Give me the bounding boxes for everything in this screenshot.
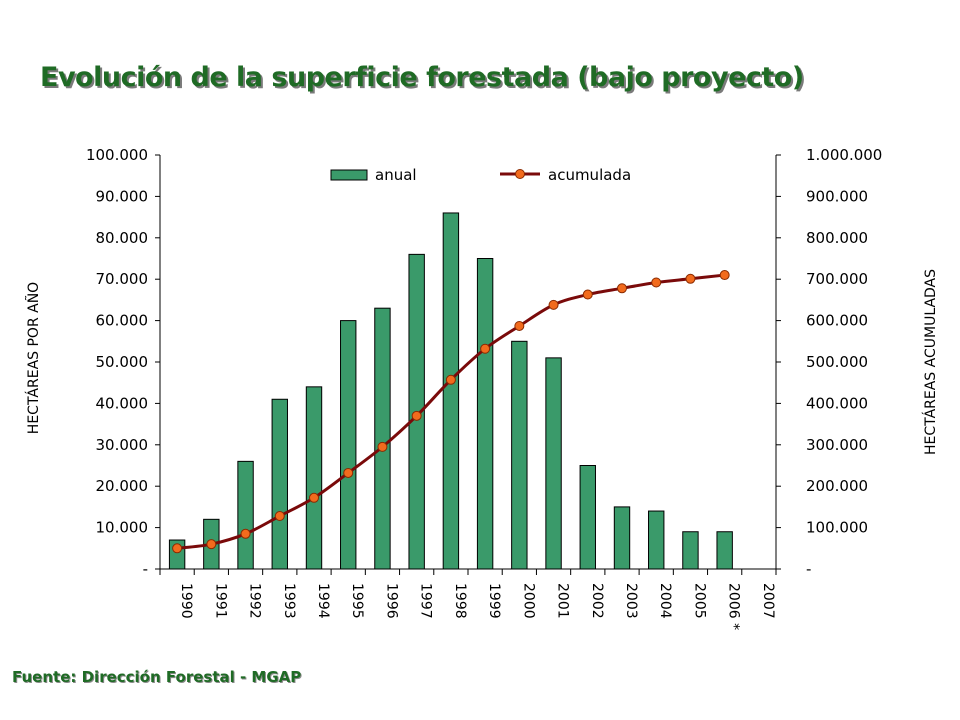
x-tick-label: 1994 xyxy=(315,583,331,619)
chart-title: Evolución de la superficie forestada (ba… xyxy=(40,62,804,93)
point-acumulada xyxy=(719,270,730,281)
bar-anual xyxy=(340,320,357,570)
point-acumulada xyxy=(480,343,491,354)
y-tick-label-left: 40.000 xyxy=(96,394,149,412)
y-tick-label-left: 50.000 xyxy=(96,353,149,371)
point-acumulada xyxy=(172,543,183,554)
x-tick-label: 2004 xyxy=(657,583,673,619)
x-tick-label: 2001 xyxy=(555,583,571,619)
y-tick-label-right: 500.000 xyxy=(806,353,868,371)
bar-anual xyxy=(716,531,733,570)
x-tick-label: 2005 xyxy=(691,583,707,619)
x-tick-label: 2000 xyxy=(520,583,536,619)
point-acumulada xyxy=(445,374,456,385)
y-tick-label-left: 90.000 xyxy=(96,187,149,205)
y-tick-label-left: 10.000 xyxy=(96,519,149,537)
x-tick-label: 1999 xyxy=(486,583,502,619)
y-tick-label-right: 800.000 xyxy=(806,229,868,247)
y-tick-label-left: 100.000 xyxy=(86,146,148,164)
legend-label-anual: anual xyxy=(375,166,417,184)
bar-anual xyxy=(613,506,631,570)
x-tick-label: 1997 xyxy=(418,583,434,619)
x-tick-label: 1991 xyxy=(212,583,228,619)
bar-anual xyxy=(374,307,391,570)
y-tick-label-right: 700.000 xyxy=(806,270,868,288)
point-acumulada xyxy=(240,528,251,539)
axes: - 10.000 20.000 30.000 40.000 50.000 60.000 70.… xyxy=(86,146,882,630)
y-axis-label-right: HECTÁREAS ACUMULADAS xyxy=(922,269,939,455)
x-tick-label: 1993 xyxy=(281,583,297,619)
point-acumulada xyxy=(309,492,319,503)
point-acumulada xyxy=(685,273,696,284)
point-acumulada xyxy=(548,299,559,310)
x-tick-label: 1992 xyxy=(247,583,263,619)
y-tick-label-right: 900.000 xyxy=(806,187,868,205)
point-acumulada xyxy=(651,277,662,288)
x-tick-label: 1998 xyxy=(452,583,468,619)
y-tick-label-left: 70.000 xyxy=(96,270,149,288)
legend-swatch-acumulada-marker xyxy=(515,169,525,179)
legend: anual acumulada xyxy=(330,166,631,184)
point-acumulada xyxy=(514,320,525,331)
point-acumulada xyxy=(617,283,627,294)
y-tick-label-right: 100.000 xyxy=(806,519,868,537)
y-tick-label-right: - xyxy=(806,560,811,578)
point-acumulada xyxy=(377,441,388,452)
y-tick-label-left: - xyxy=(143,560,148,578)
bar-anual xyxy=(271,398,288,570)
x-tick-label: 1995 xyxy=(349,583,365,619)
bar-anual xyxy=(545,357,562,570)
x-tick-label: 2002 xyxy=(589,583,605,619)
line-acumulada xyxy=(172,270,730,554)
bar-anual xyxy=(579,465,596,570)
y-tick-label-right: 400.000 xyxy=(806,394,868,412)
y-axis-label-left: HECTÁREAS POR AÑO xyxy=(25,282,42,434)
bars-anual xyxy=(168,212,733,570)
legend-swatch-anual xyxy=(330,169,368,181)
bar-anual xyxy=(511,340,528,570)
x-tick-label: 1996 xyxy=(383,583,399,619)
x-tick-label: 2007 xyxy=(760,583,776,619)
x-tick-label: 1990 xyxy=(178,583,194,619)
legend-label-acumulada: acumulada xyxy=(548,166,631,184)
y-tick-label-right: 600.000 xyxy=(806,312,868,330)
y-tick-label-left: 80.000 xyxy=(96,229,149,247)
x-tick-label: 2006 * xyxy=(726,583,742,630)
y-tick-label-right: 300.000 xyxy=(806,436,868,454)
bar-anual xyxy=(682,531,699,570)
bar-anual xyxy=(442,212,460,570)
point-acumulada xyxy=(582,289,593,300)
point-acumulada xyxy=(411,410,422,421)
bar-anual xyxy=(648,510,665,570)
point-acumulada xyxy=(206,539,217,550)
bar-anual xyxy=(305,386,323,570)
source-note: Fuente: Dirección Forestal - MGAP xyxy=(12,668,302,686)
y-tick-label-left: 20.000 xyxy=(96,477,149,495)
y-tick-label-right: 200.000 xyxy=(806,477,868,495)
x-tick-label: 2003 xyxy=(623,583,639,619)
point-acumulada xyxy=(274,511,285,522)
point-acumulada xyxy=(343,467,354,478)
y-tick-label-left: 30.000 xyxy=(96,436,149,454)
bar-anual xyxy=(476,258,494,570)
bar-anual xyxy=(237,460,254,570)
y-tick-label-right: 1.000.000 xyxy=(806,146,882,164)
y-tick-label-left: 60.000 xyxy=(96,312,149,330)
